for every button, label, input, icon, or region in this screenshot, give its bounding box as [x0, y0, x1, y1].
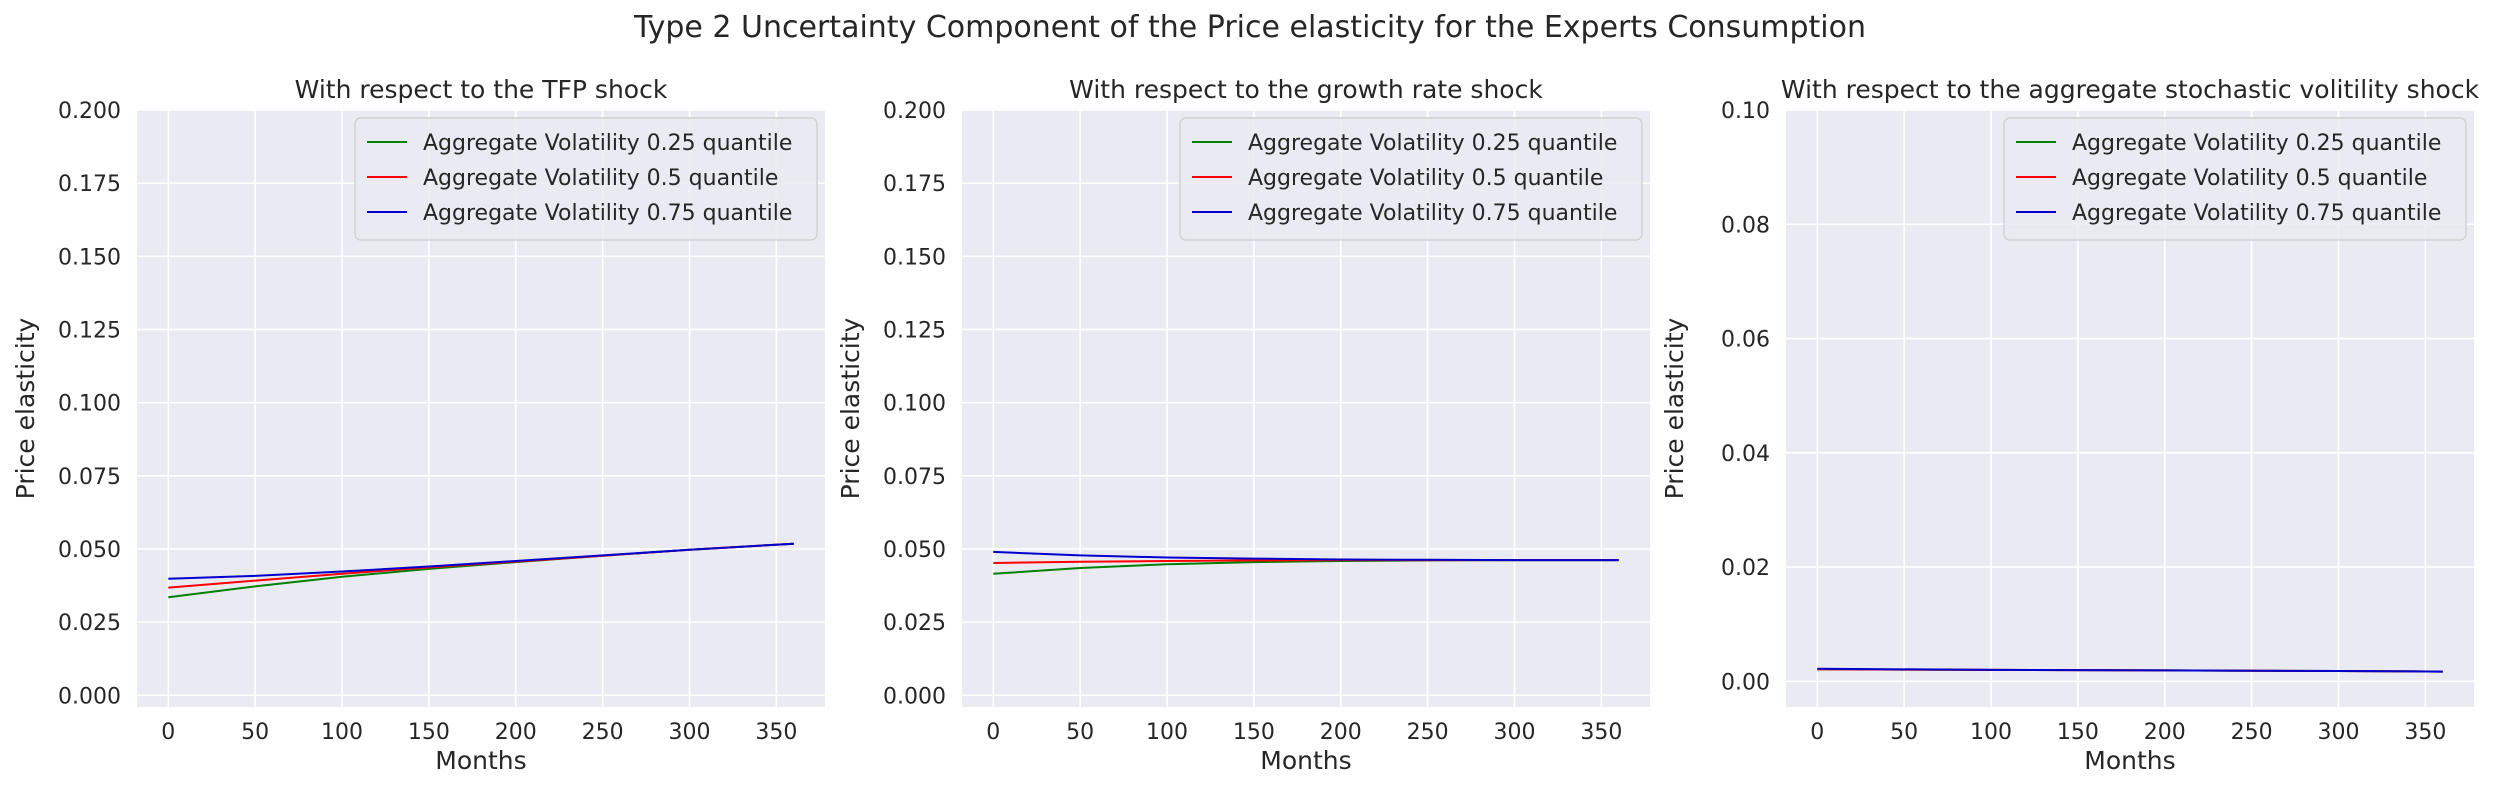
y-tick-label: 0.125: [58, 318, 121, 343]
legend-box: [2003, 117, 2467, 241]
y-tick-label: 0.025: [58, 611, 121, 636]
x-tick-label: 250: [582, 720, 624, 745]
x-axis-label: Months: [435, 746, 526, 775]
x-tick-label: 0: [161, 720, 175, 745]
legend-box: [354, 117, 818, 241]
y-tick-label: 0.150: [883, 245, 946, 270]
legend-entry: Aggregate Volatility 0.5 quantile: [1248, 166, 1603, 191]
series-line-3: [993, 550, 1619, 562]
y-tick-label: 0.175: [883, 172, 946, 197]
y-tick-label: 0.08: [1721, 213, 1770, 238]
series-line-3: [1817, 667, 2443, 673]
y-axis-label: Price elasticity: [836, 317, 865, 499]
x-tick-label: 50: [1066, 720, 1094, 745]
subplot-2: 0 50 100 150 200 250 300 350 0.000 0.025 0.050 0.07…: [836, 75, 1650, 775]
x-axis-label: Months: [2084, 746, 2175, 775]
y-tick-label: 0.100: [58, 392, 121, 417]
legend-entry: Aggregate Volatility 0.75 quantile: [423, 201, 792, 226]
y-tick-label: 0.050: [58, 538, 121, 563]
x-tick-label: 350: [2404, 720, 2446, 745]
x-tick-label: 350: [1580, 720, 1622, 745]
legend: Aggregate Volatility 0.25 quantile Aggreg…: [2003, 117, 2467, 241]
legend: Aggregate Volatility 0.25 quantile Aggreg…: [1179, 117, 1643, 241]
x-tick-label: 50: [241, 720, 269, 745]
subplot-title: With respect to the TFP shock: [295, 75, 668, 104]
x-tick-label: 300: [1493, 720, 1535, 745]
legend-entry: Aggregate Volatility 0.5 quantile: [423, 166, 778, 191]
subplot-3: 0 50 100 150 200 250 300 350 0.00 0.02 0.04 0.06 0.0…: [1660, 75, 2480, 775]
x-tick-label: 300: [668, 720, 710, 745]
x-tick-label: 100: [1146, 720, 1188, 745]
y-tick-label: 0.00: [1721, 670, 1770, 695]
x-tick-label: 250: [2231, 720, 2273, 745]
x-tick-label: 150: [1233, 720, 1275, 745]
y-tick-label: 0.075: [883, 465, 946, 490]
x-tick-label: 100: [321, 720, 363, 745]
x-tick-label: 0: [986, 720, 1000, 745]
x-tick-label: 150: [2057, 720, 2099, 745]
legend-entry: Aggregate Volatility 0.25 quantile: [1248, 131, 1617, 156]
y-tick-label: 0.025: [883, 611, 946, 636]
x-tick-label: 100: [1970, 720, 2012, 745]
y-tick-label: 0.200: [58, 99, 121, 124]
x-tick-label: 200: [2144, 720, 2186, 745]
y-tick-label: 0.000: [58, 684, 121, 709]
y-tick-label: 0.125: [883, 318, 946, 343]
y-tick-label: 0.10: [1721, 99, 1770, 124]
y-tick-label: 0.06: [1721, 328, 1770, 353]
subplot-title: With respect to the growth rate shock: [1069, 75, 1543, 104]
y-tick-label: 0.075: [58, 465, 121, 490]
legend-entry: Aggregate Volatility 0.25 quantile: [2072, 131, 2441, 156]
legend-entry: Aggregate Volatility 0.25 quantile: [423, 131, 792, 156]
y-tick-label: 0.02: [1721, 556, 1770, 581]
y-tick-label: 0.050: [883, 538, 946, 563]
x-tick-label: 0: [1810, 720, 1824, 745]
legend-entry: Aggregate Volatility 0.75 quantile: [1248, 201, 1617, 226]
figure-suptitle: Type 2 Uncertainty Component of the Pric…: [633, 10, 1867, 45]
x-tick-label: 200: [1320, 720, 1362, 745]
subplot-title: With respect to the aggregate stochastic…: [1781, 75, 2480, 104]
subplot-1: 0 50 100 150 200 250 300 350 0.000 0.025 0.050 0.07…: [11, 75, 825, 775]
y-tick-label: 0.100: [883, 392, 946, 417]
series-line-3: [168, 542, 794, 580]
x-tick-label: 150: [408, 720, 450, 745]
y-axis-label: Price elasticity: [1660, 317, 1689, 499]
y-tick-label: 0.000: [883, 684, 946, 709]
x-tick-label: 250: [1407, 720, 1449, 745]
y-axis-label: Price elasticity: [11, 317, 40, 499]
legend: Aggregate Volatility 0.25 quantile Aggreg…: [354, 117, 818, 241]
y-tick-label: 0.04: [1721, 442, 1770, 467]
legend-entry: Aggregate Volatility 0.5 quantile: [2072, 166, 2427, 191]
x-tick-label: 350: [755, 720, 797, 745]
x-tick-label: 300: [2317, 720, 2359, 745]
y-tick-label: 0.150: [58, 245, 121, 270]
y-tick-label: 0.200: [883, 99, 946, 124]
x-tick-label: 200: [495, 720, 537, 745]
legend-entry: Aggregate Volatility 0.75 quantile: [2072, 201, 2441, 226]
y-tick-label: 0.175: [58, 172, 121, 197]
x-tick-label: 50: [1890, 720, 1918, 745]
legend-box: [1179, 117, 1643, 241]
x-axis-label: Months: [1260, 746, 1351, 775]
